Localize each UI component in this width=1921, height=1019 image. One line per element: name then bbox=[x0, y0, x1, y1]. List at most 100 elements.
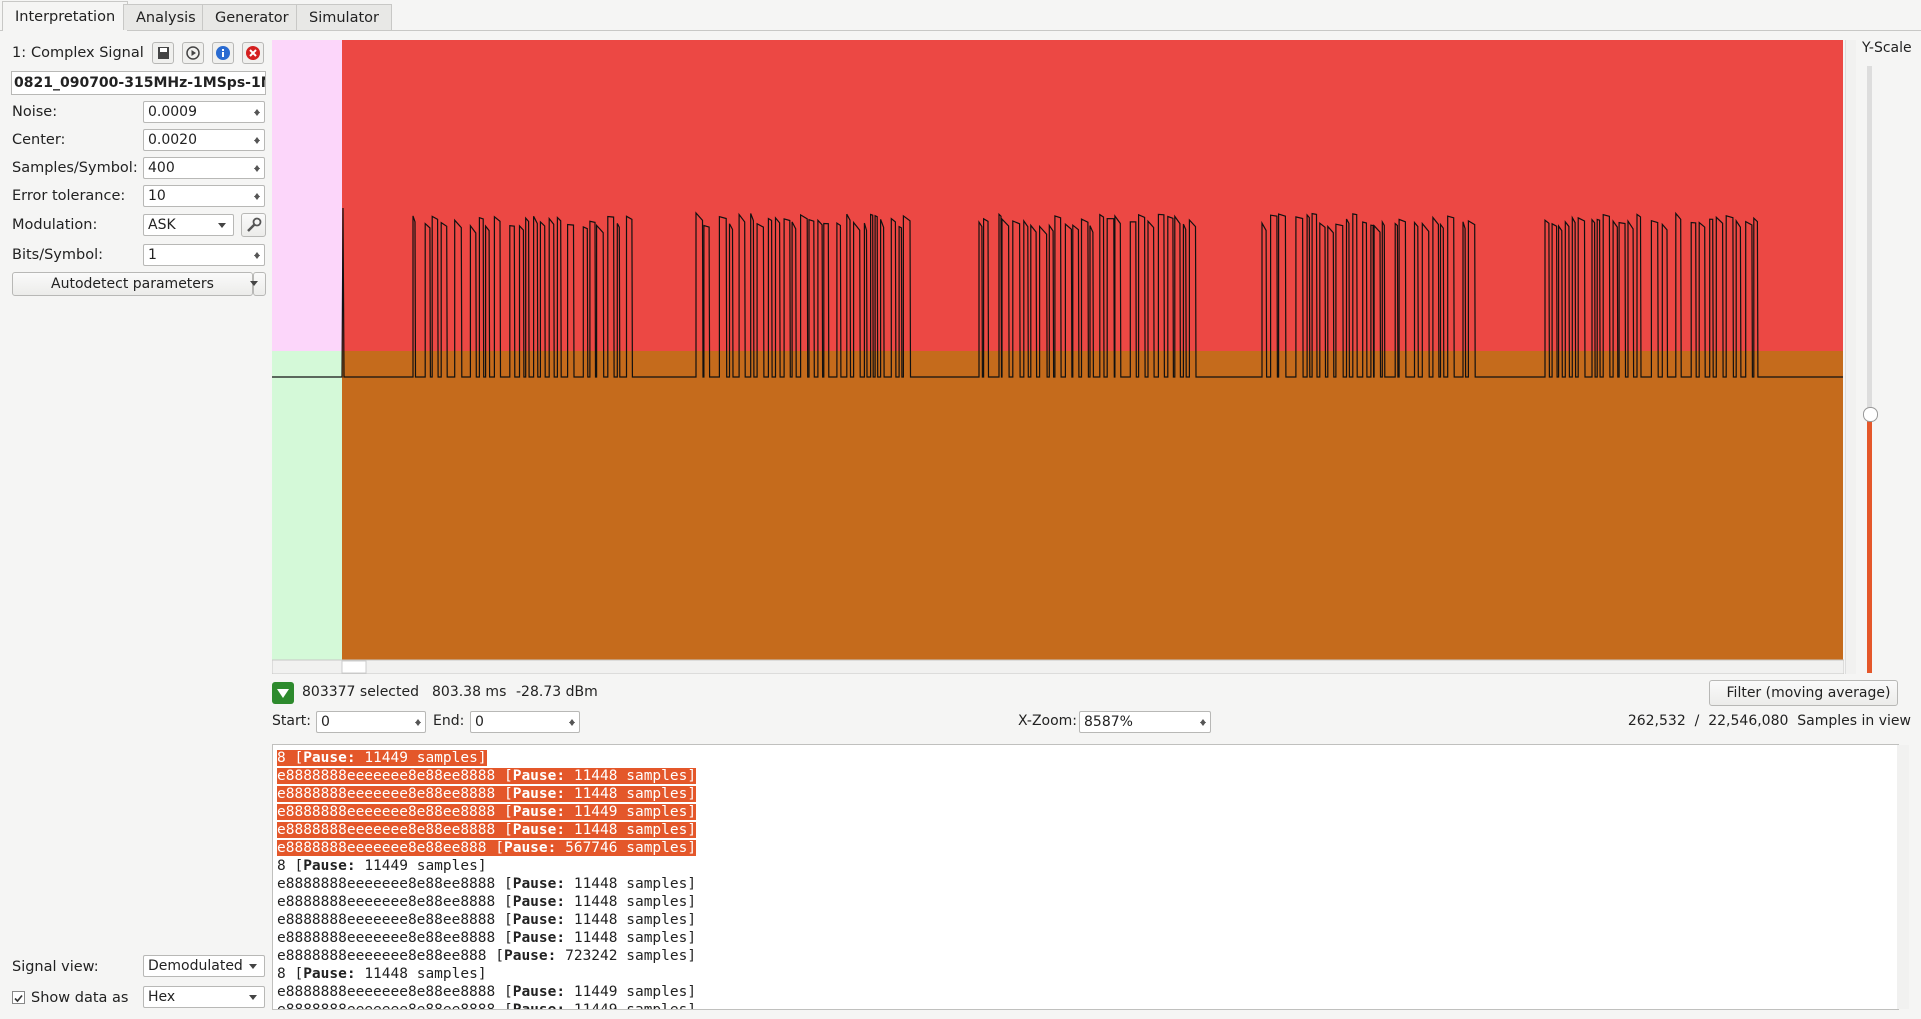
unit: samples] bbox=[626, 912, 697, 928]
text-line: e8888888eeeeeee8e88ee8888 [Pause: 11448 … bbox=[277, 821, 1898, 839]
pause-samples: 11449 bbox=[573, 804, 618, 820]
pause-label: Pause: bbox=[303, 750, 356, 766]
bits: e8888888eeeeeee8e88ee8888 bbox=[277, 768, 496, 784]
tab[interactable]: Analysis bbox=[123, 4, 209, 30]
show-data-checkbox[interactable] bbox=[12, 991, 25, 1004]
bits: e8888888eeeeeee8e88ee8888 bbox=[277, 894, 496, 910]
signal-name[interactable]: Complex Signal bbox=[31, 45, 144, 61]
info-button[interactable] bbox=[212, 42, 234, 64]
y-scale-track bbox=[1867, 66, 1872, 421]
bracket: [ bbox=[503, 876, 513, 892]
bracket: [ bbox=[503, 804, 513, 820]
v-scrollbar[interactable] bbox=[1845, 40, 1856, 674]
start-spinbox[interactable]: 0 bbox=[316, 711, 426, 733]
pause-samples: 11448 bbox=[573, 912, 618, 928]
line-content: 8 [Pause: 11448 samples] bbox=[277, 966, 487, 982]
text-line: e8888888eeeeeee8e88ee8888 [Pause: 11448 … bbox=[277, 785, 1898, 803]
text-scrollbar[interactable] bbox=[1897, 745, 1909, 1009]
param-label: Signal view: bbox=[12, 959, 99, 975]
bits: e8888888eeeeeee8e88ee8888 bbox=[277, 930, 496, 946]
start-label: Start: bbox=[272, 713, 311, 729]
line-content: 8 [Pause: 11449 samples] bbox=[277, 750, 487, 766]
filter-button[interactable]: Filter (moving average) bbox=[1709, 680, 1898, 706]
tab[interactable]: Simulator bbox=[296, 4, 392, 30]
pause-label: Pause: bbox=[512, 876, 566, 892]
pause-label: Pause: bbox=[503, 840, 557, 856]
noise-spinbox[interactable]: 0.0009 bbox=[143, 101, 265, 123]
pause-samples: 11449 bbox=[573, 1002, 618, 1010]
pause-samples: 11449 bbox=[364, 858, 408, 874]
unit: samples] bbox=[626, 948, 697, 964]
line-content: e8888888eeeeeee8e88ee8888 [Pause: 11448 … bbox=[277, 912, 696, 928]
unit: samples] bbox=[626, 768, 697, 784]
autodetect-button[interactable]: Autodetect parameters bbox=[12, 272, 253, 296]
end-spinbox[interactable]: 0 bbox=[470, 711, 580, 733]
bracket: [ bbox=[503, 1002, 513, 1010]
signal-plot[interactable] bbox=[272, 40, 1844, 674]
selection-duration: 803.38 ms bbox=[432, 684, 507, 700]
tab[interactable]: Generator bbox=[202, 4, 302, 30]
waveform bbox=[272, 207, 1843, 378]
pause-samples: 11448 bbox=[573, 768, 618, 784]
unit: samples] bbox=[626, 984, 697, 1000]
zero-region bbox=[342, 351, 1843, 660]
error-tolerance-spinbox[interactable]: 10 bbox=[143, 185, 265, 207]
filename-field[interactable]: 0821_090700-315MHz-1MSps-1MHz bbox=[11, 71, 266, 95]
pause-samples: 11448 bbox=[573, 894, 618, 910]
param-label: Center: bbox=[12, 132, 66, 148]
bracket: [ bbox=[495, 948, 504, 964]
bits-per-symbol-spinbox[interactable]: 1 bbox=[143, 244, 265, 266]
bits: e8888888eeeeeee8e88ee888 bbox=[277, 840, 487, 856]
y-scale-fill bbox=[1867, 421, 1872, 673]
pause-samples: 567746 bbox=[565, 840, 618, 856]
line-content: e8888888eeeeeee8e88ee8888 [Pause: 11449 … bbox=[277, 804, 697, 820]
pause-label: Pause: bbox=[512, 894, 566, 910]
pause-samples: 11448 bbox=[573, 786, 618, 802]
text-line: 8 [Pause: 11449 samples] bbox=[277, 749, 1898, 767]
demod-indicator[interactable] bbox=[272, 682, 294, 704]
text-line: e8888888eeeeeee8e88ee8888 [Pause: 11449 … bbox=[277, 1001, 1898, 1010]
pause-label: Pause: bbox=[303, 966, 356, 982]
close-button[interactable] bbox=[242, 42, 264, 64]
pause-samples: 11448 bbox=[573, 876, 618, 892]
samples-in-view: 262,532 / 22,546,080 Samples in view bbox=[1627, 713, 1911, 729]
text-line: e8888888eeeeeee8e88ee8888 [Pause: 11448 … bbox=[277, 893, 1898, 911]
param-label: Modulation: bbox=[12, 217, 98, 233]
pause-label: Pause: bbox=[512, 1002, 566, 1010]
protocol-text-view[interactable]: 8 [Pause: 11449 samples] e8888888eeeeeee8… bbox=[272, 744, 1899, 1010]
line-content: e8888888eeeeeee8e88ee8888 [Pause: 11448 … bbox=[277, 786, 697, 802]
signal-view-combo[interactable]: Demodulated bbox=[143, 955, 265, 977]
autodetect-menu[interactable] bbox=[250, 272, 266, 296]
h-scroll-handle[interactable] bbox=[341, 660, 367, 674]
end-label: End: bbox=[433, 713, 465, 729]
pause-label: Pause: bbox=[512, 768, 566, 784]
line-content: e8888888eeeeeee8e88ee8888 [Pause: 11448 … bbox=[277, 768, 697, 784]
text-line: 8 [Pause: 11448 samples] bbox=[277, 965, 1898, 983]
play-button[interactable] bbox=[182, 42, 204, 64]
text-line: e8888888eeeeeee8e88ee8888 [Pause: 11449 … bbox=[277, 983, 1898, 1001]
pause-label: Pause: bbox=[512, 804, 566, 820]
unit: samples] bbox=[626, 822, 697, 838]
line-content: e8888888eeeeeee8e88ee888 [Pause: 723242 … bbox=[277, 948, 696, 964]
bits: e8888888eeeeeee8e88ee8888 bbox=[277, 822, 496, 838]
bits: e8888888eeeeeee8e88ee888 bbox=[277, 948, 487, 964]
h-scrollbar[interactable] bbox=[272, 659, 1844, 674]
bracket: [ bbox=[503, 894, 513, 910]
modulation-settings-button[interactable] bbox=[241, 213, 266, 237]
bracket: [ bbox=[294, 750, 304, 766]
bits: 8 bbox=[277, 966, 286, 982]
zoom-spinbox[interactable]: 8587% bbox=[1079, 711, 1211, 733]
center-spinbox[interactable]: 0.0020 bbox=[143, 129, 265, 151]
y-scale-handle[interactable] bbox=[1863, 407, 1878, 422]
show-data-combo[interactable]: Hex bbox=[143, 986, 265, 1008]
bits: e8888888eeeeeee8e88ee8888 bbox=[277, 876, 496, 892]
tab[interactable]: Interpretation bbox=[2, 1, 129, 31]
save-button[interactable] bbox=[152, 42, 174, 64]
unit: samples] bbox=[626, 894, 697, 910]
modulation-combo[interactable]: ASK bbox=[143, 214, 234, 236]
bits: e8888888eeeeeee8e88ee8888 bbox=[277, 786, 496, 802]
samples-per-symbol-spinbox[interactable]: 400 bbox=[143, 157, 265, 179]
bracket: [ bbox=[495, 840, 504, 856]
bracket: [ bbox=[503, 930, 513, 946]
